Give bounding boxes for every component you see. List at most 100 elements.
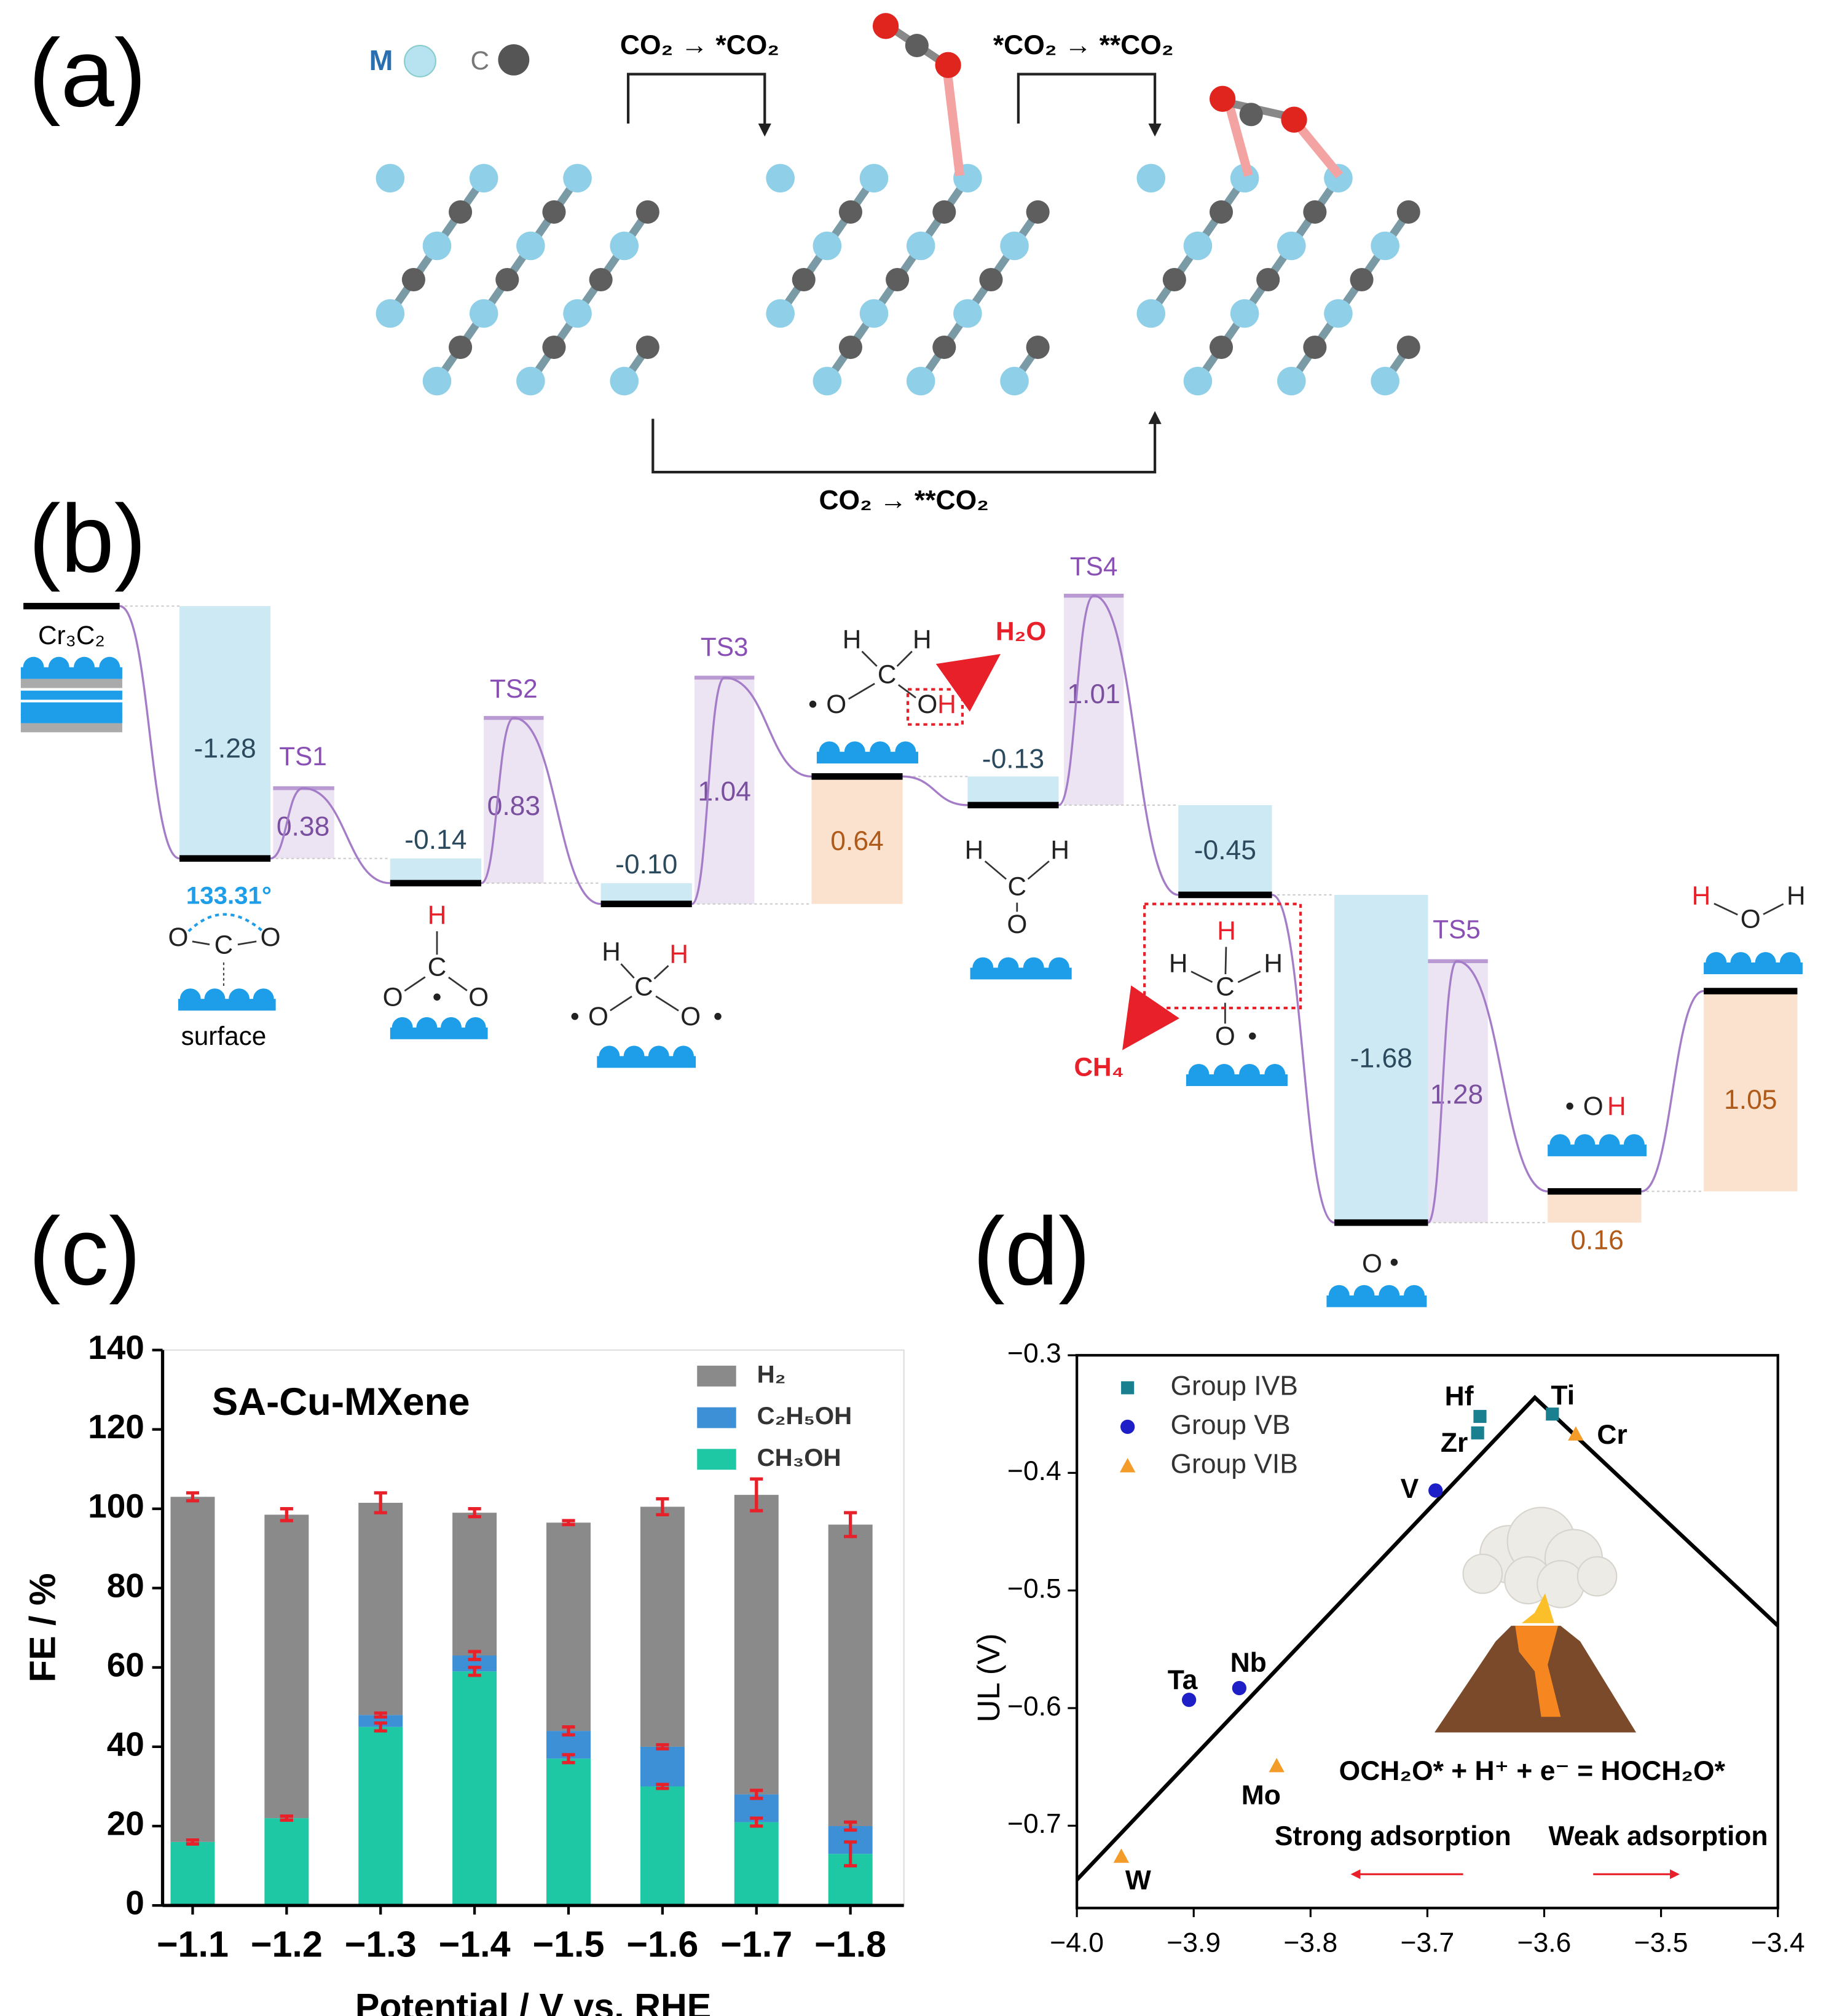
chem-bond bbox=[984, 860, 1007, 880]
atom-label: H bbox=[937, 690, 956, 719]
oxygen-atom bbox=[1281, 106, 1307, 133]
error-bar bbox=[374, 1721, 387, 1733]
atom-label: H bbox=[843, 624, 862, 653]
metal-atom bbox=[766, 163, 795, 193]
surface-bump bbox=[416, 1017, 438, 1038]
legend-marker bbox=[1121, 1381, 1135, 1395]
point-label: Cr bbox=[1597, 1420, 1627, 1450]
energy-box bbox=[1063, 596, 1124, 805]
metal-atom bbox=[859, 163, 889, 193]
step-label: CO₂ → *CO₂ bbox=[620, 30, 779, 60]
oxygen-atom bbox=[872, 13, 899, 39]
energy-label: -0.45 bbox=[1194, 835, 1256, 865]
y-tick-label: −0.7 bbox=[1007, 1809, 1061, 1839]
chem-bond bbox=[620, 963, 635, 979]
point bbox=[1568, 1426, 1584, 1441]
surface-bump bbox=[99, 656, 120, 678]
bar-segment bbox=[358, 1715, 403, 1727]
surface-bump bbox=[1755, 952, 1776, 973]
chem-bond bbox=[404, 976, 426, 992]
x-tick-label: −3.9 bbox=[1167, 1927, 1221, 1958]
arrow bbox=[626, 73, 771, 137]
atom-label: • bbox=[570, 1002, 580, 1031]
bar-segment bbox=[170, 1841, 215, 1906]
atom-label: C bbox=[214, 931, 234, 959]
reaction-path bbox=[119, 594, 1704, 1224]
legend-swatch bbox=[697, 1365, 736, 1387]
smoke bbox=[1576, 1556, 1618, 1597]
atom-label: O bbox=[1741, 904, 1761, 933]
atom-label: O bbox=[383, 982, 403, 1011]
error-bar bbox=[844, 1820, 857, 1832]
atom-label: O bbox=[1215, 1022, 1235, 1050]
atom-label: O bbox=[261, 923, 281, 951]
metal-atom bbox=[813, 231, 842, 261]
energy-box bbox=[600, 883, 692, 904]
atom-label: H bbox=[1692, 881, 1711, 910]
y-axis-label: FE / % bbox=[22, 1573, 63, 1682]
metal-atom bbox=[422, 366, 452, 396]
energy-label: 0.64 bbox=[830, 826, 883, 856]
atom-label: H bbox=[428, 900, 447, 929]
surface-icon bbox=[1704, 962, 1803, 974]
bar-segment bbox=[452, 1671, 497, 1906]
energy-box bbox=[1548, 1191, 1642, 1223]
point bbox=[1113, 1848, 1130, 1863]
x-tick-label: −3.4 bbox=[1751, 1927, 1805, 1958]
metal-atom bbox=[563, 299, 592, 328]
legend-label: Group VB bbox=[1170, 1410, 1290, 1440]
product-arrow bbox=[1122, 985, 1180, 1050]
carbon-atom bbox=[979, 267, 1003, 292]
carbon-atom bbox=[1239, 103, 1263, 127]
atom-label: • bbox=[1565, 1092, 1575, 1120]
atom-label: O bbox=[917, 690, 937, 719]
energy-label: 1.04 bbox=[698, 777, 750, 807]
energy-box bbox=[1178, 805, 1272, 895]
bar-segment bbox=[734, 1495, 779, 1795]
carbon-atom bbox=[1209, 335, 1234, 360]
energy-box bbox=[390, 858, 481, 883]
error-bar bbox=[374, 1711, 387, 1719]
carbon-atom bbox=[1396, 335, 1420, 360]
y-tick-label: −0.3 bbox=[1007, 1339, 1061, 1369]
legend-swatch bbox=[697, 1407, 736, 1428]
surface-label: surface bbox=[181, 1022, 267, 1050]
legend-label: C₂H₅OH bbox=[757, 1402, 852, 1430]
x-tick-label: −1.1 bbox=[157, 1923, 229, 1964]
point bbox=[1269, 1758, 1285, 1773]
error-bar bbox=[468, 1650, 481, 1661]
surface-bump bbox=[1404, 1285, 1425, 1306]
metal-atom bbox=[1277, 366, 1306, 396]
surface-bump bbox=[819, 741, 840, 763]
metal-atom bbox=[906, 366, 935, 396]
atom-label: H bbox=[602, 937, 621, 966]
oxygen-atom bbox=[1209, 85, 1236, 112]
energy-label: 1.05 bbox=[1724, 1085, 1777, 1115]
surface-icon bbox=[816, 752, 918, 764]
surface-bump bbox=[1328, 1285, 1350, 1306]
point-label: Hf bbox=[1445, 1382, 1474, 1412]
energy-box bbox=[273, 788, 334, 859]
energy-box bbox=[484, 718, 544, 883]
chem-bond bbox=[1190, 971, 1213, 983]
atom-label: O bbox=[588, 1002, 608, 1031]
surface-bump bbox=[1730, 952, 1752, 973]
carbon-atom bbox=[589, 267, 613, 292]
atom-label: • bbox=[1390, 1248, 1399, 1277]
y-tick-label: 80 bbox=[107, 1566, 144, 1604]
error-bar bbox=[280, 1814, 293, 1822]
x-tick-label: −1.8 bbox=[814, 1923, 886, 1964]
error-bar bbox=[844, 1840, 857, 1868]
metal-atom bbox=[376, 299, 405, 328]
bar-segment bbox=[546, 1758, 591, 1906]
metal-atom bbox=[953, 299, 982, 328]
x-tick-label: −1.6 bbox=[626, 1923, 698, 1964]
smoke bbox=[1462, 1553, 1503, 1594]
surface-icon bbox=[1326, 1295, 1427, 1307]
chem-bond bbox=[610, 995, 632, 1012]
bar-segment bbox=[828, 1524, 873, 1827]
metal-atom bbox=[1324, 299, 1353, 328]
annotation: Weak adsorption bbox=[1548, 1821, 1768, 1851]
x-tick-label: −1.5 bbox=[533, 1923, 605, 1964]
